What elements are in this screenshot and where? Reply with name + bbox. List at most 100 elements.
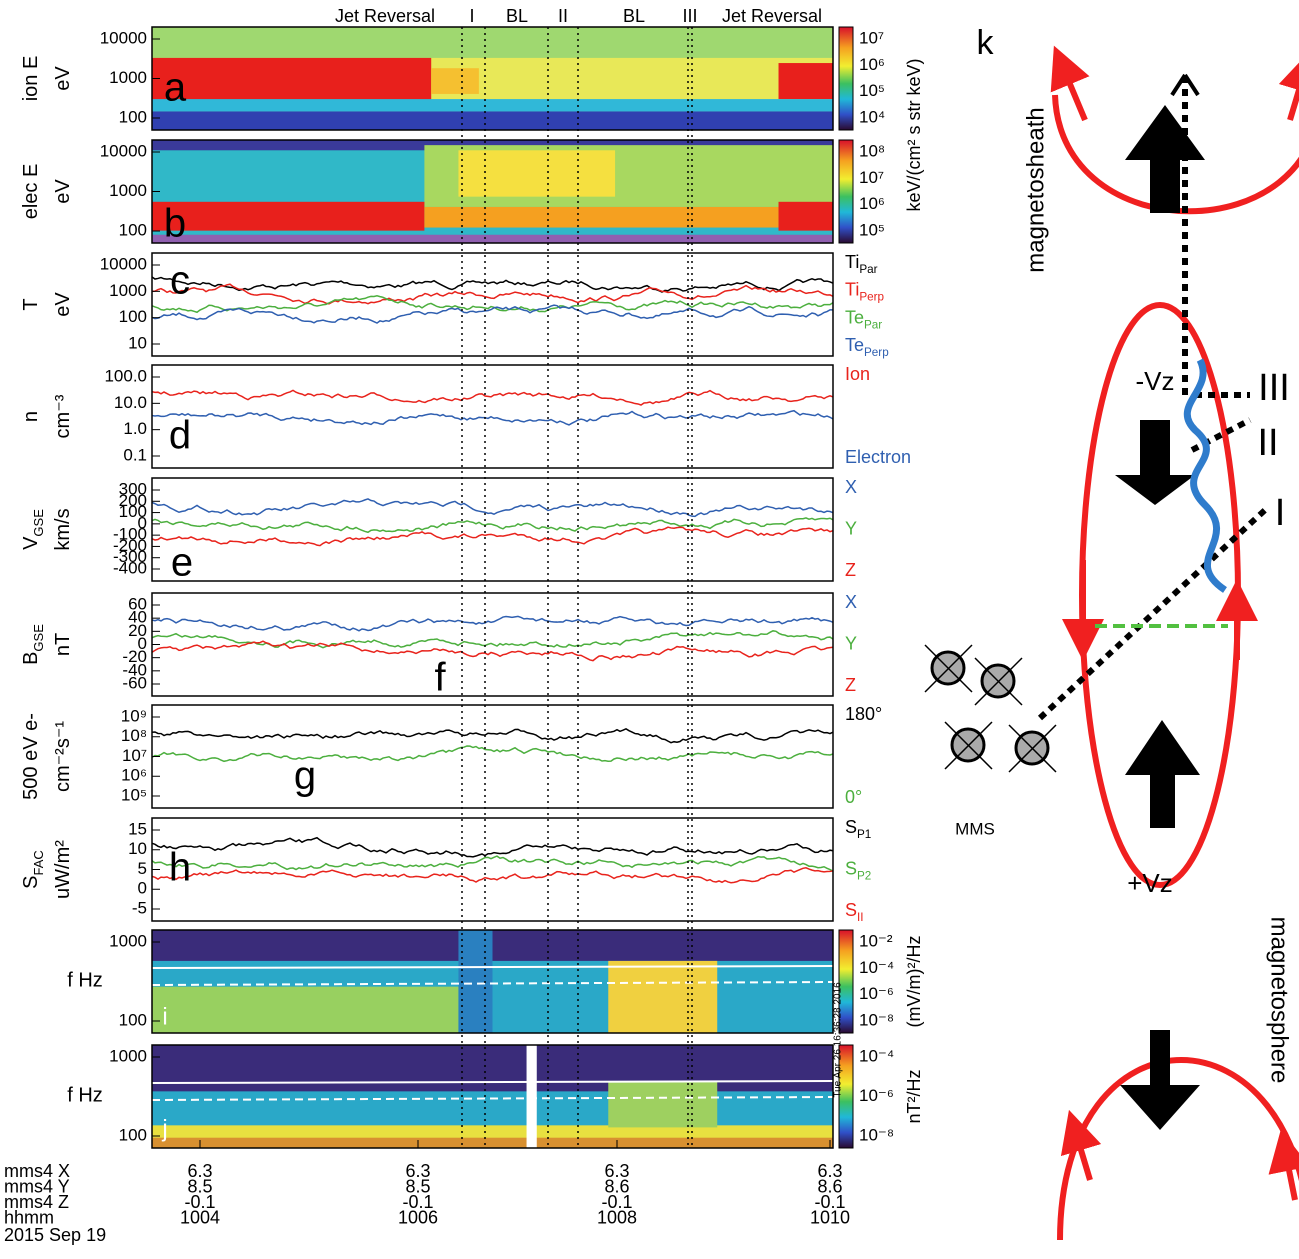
y-axis-label: km/s [52,508,74,550]
colorbar-tick-label: 10⁷ [859,28,884,47]
trace-sketch [151,283,834,305]
trace-sketch [151,498,834,518]
y-tick-label: -60 [122,673,147,692]
y-tick-label: 10⁶ [121,766,147,785]
y-tick-label: 20 [128,621,147,640]
y-axis-label: eV [52,292,74,317]
colorbar-label: nT²/Hz [904,1070,924,1124]
legend-entry-main: Y [845,633,857,653]
diagram: k magnetosheath magnetosphere -Vz +Vz MM… [924,24,1299,1241]
y-axis-label: ion E [20,56,42,102]
legend-entry: SII [845,900,864,924]
flow-label: -Vz [1136,366,1175,396]
panel-frame [151,704,834,809]
legend-entry-main: Y [845,518,857,538]
trace-sketch [151,630,834,649]
y-axis-label-sub: GSE [31,624,46,652]
y-tick-label: 10000 [100,141,147,160]
colorbar-tick-label: 10⁻² [859,931,893,950]
colorbar-tick-label: 10⁻⁶ [859,1086,894,1105]
axis-value: 1006 [398,1207,438,1227]
y-axis-label: f Hz [67,1085,103,1107]
axis-value: 1004 [180,1207,220,1227]
axis-value: 1008 [597,1207,637,1227]
region-label: I [469,6,474,26]
legend-entry: Z [845,675,856,695]
axis-row-label: mms4 X [4,1161,70,1181]
trace-sketch [151,640,834,662]
y-axis-label-main: 500 eV e- [20,713,42,800]
y-tick-label: 10⁵ [121,785,147,804]
panel-frame [151,477,834,582]
y-axis-label: BGSE [20,624,46,665]
legend-entry-sub: Par [864,318,882,331]
trace-sketch [151,866,834,884]
trace-sketch [151,615,834,632]
y-axis-label: VGSE [20,509,46,550]
legend-entry: 0° [845,787,862,807]
legend-entry-main: Te [845,307,864,327]
cyclotron-line [151,1080,834,1084]
region-label: BL [623,6,645,26]
spectrogram-region [526,1045,537,1148]
y-axis-label-main: uW/m² [52,840,74,899]
cyclotron-line [151,965,834,969]
legend-entry-main: S [845,900,857,920]
panel-letter: i [162,1003,167,1030]
y-axis-label-main: f Hz [67,970,103,992]
y-axis-label-main: n [20,411,42,422]
panel-letter: h [169,846,191,890]
y-tick-label: 0.1 [123,445,147,464]
colorbar-tick-label: 10⁻⁸ [859,1010,894,1029]
trace-sketch [151,526,834,547]
spectrogram-region [458,150,616,197]
flow-arrow [1125,105,1205,213]
region-label: II [558,6,568,26]
colorbar [838,26,854,131]
axis-value: 6.3 [604,1161,629,1181]
colorbar-tick-label: 10⁻⁶ [859,984,894,1003]
spacecraft-track [1037,392,1268,721]
y-tick-label: 1000 [109,1046,147,1065]
spectrogram-region [608,960,718,1033]
y-axis-label-main: eV [52,292,74,317]
y-tick-label: 0 [138,634,147,653]
y-axis-label-main: nT [52,633,74,656]
y-tick-label: 100 [119,107,147,126]
y-tick-label: 10⁹ [121,706,147,725]
spectrogram-region [152,234,833,243]
panel-frame [151,252,834,357]
spectrogram-region [424,206,779,228]
panel-letter: b [164,202,186,246]
y-tick-label: 100.0 [104,366,147,385]
colorbar-tick-label: 10⁻⁴ [859,1046,894,1065]
axis-value: 6.3 [817,1161,842,1181]
y-axis-label-main: V [20,536,42,550]
trace-sketch [151,409,834,426]
legend-entry-main: Ion [845,364,870,384]
legend-entry-sub: P2 [857,869,871,882]
y-axis-label: n [20,411,42,422]
region-label: III [682,6,697,26]
colorbar-tick-label: 10⁷ [859,168,884,187]
legend-entry: TePerp [845,335,889,359]
y-axis-label: cm⁻²s⁻¹ [52,721,74,792]
legend-entry: SP1 [845,817,871,841]
y-tick-label: 300 [119,479,147,498]
crossing-label: III [1258,367,1290,409]
panel-letter: j [161,1115,167,1142]
panel-frame [151,1044,834,1149]
legend-entry-sub: Perp [859,290,884,303]
y-axis-label-main: S [20,875,42,888]
y-axis-label-main: elec E [20,164,42,220]
field-line [1052,94,1299,215]
y-tick-label: -5 [132,898,147,917]
colorbar [838,139,854,244]
axis-row-label: mms4 Y [4,1176,70,1196]
colorbar-tick-label: 10⁶ [859,55,885,74]
trace-sketch [151,304,834,324]
y-axis-label-sub: FAC [31,850,46,875]
legend-entry-main: S [845,858,857,878]
